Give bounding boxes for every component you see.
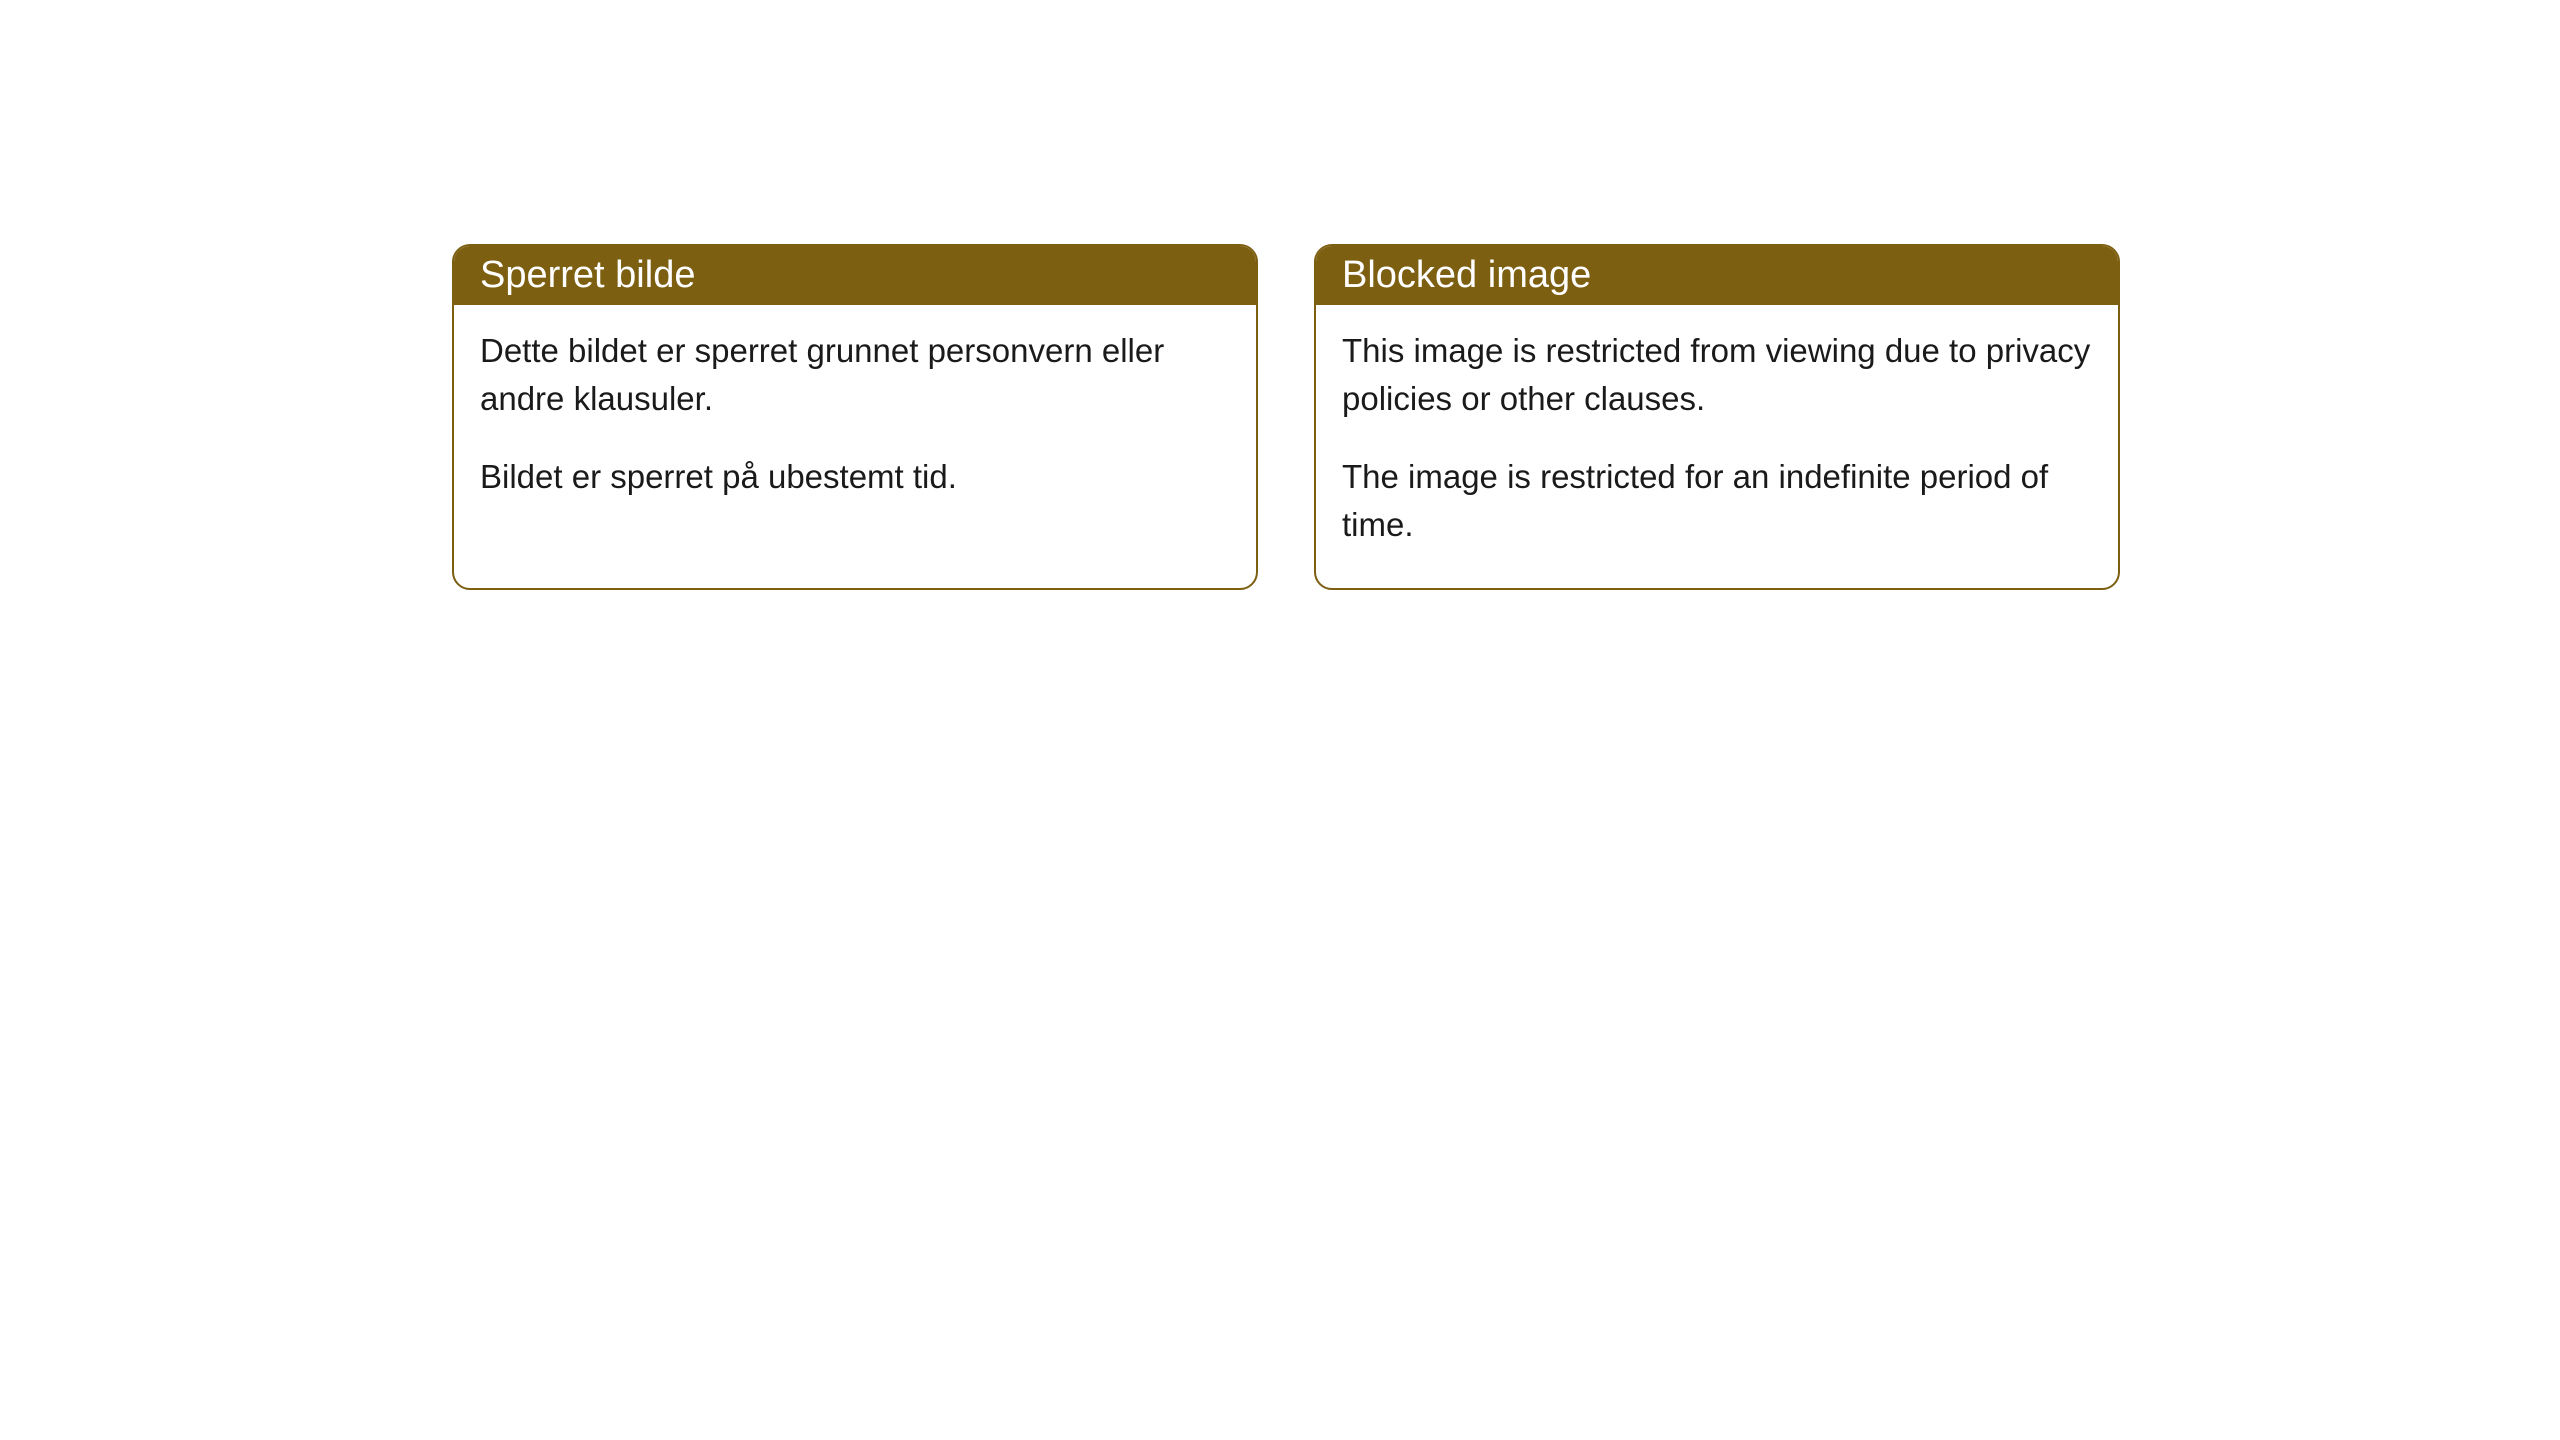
card-body: This image is restricted from viewing du… [1316,305,2118,588]
card-paragraph: Bildet er sperret på ubestemt tid. [480,453,1230,501]
card-paragraph: Dette bildet er sperret grunnet personve… [480,327,1230,423]
card-body: Dette bildet er sperret grunnet personve… [454,305,1256,541]
card-header: Sperret bilde [454,246,1256,305]
card-paragraph: The image is restricted for an indefinit… [1342,453,2092,549]
blocked-image-card-english: Blocked image This image is restricted f… [1314,244,2120,590]
blocked-image-card-norwegian: Sperret bilde Dette bildet er sperret gr… [452,244,1258,590]
card-paragraph: This image is restricted from viewing du… [1342,327,2092,423]
card-header: Blocked image [1316,246,2118,305]
notice-container: Sperret bilde Dette bildet er sperret gr… [452,244,2120,590]
